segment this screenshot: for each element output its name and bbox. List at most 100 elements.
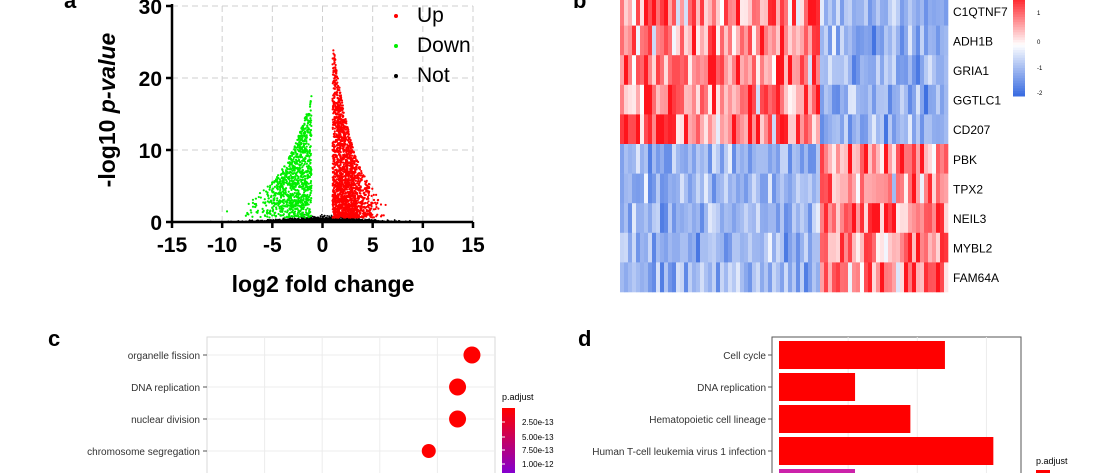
heatmap-cell bbox=[880, 114, 885, 145]
heatmap-cell bbox=[932, 55, 937, 86]
heatmap-cell bbox=[868, 0, 873, 26]
heatmap-cell bbox=[940, 144, 945, 174]
heatmap-cell bbox=[924, 0, 929, 26]
heatmap-cell bbox=[888, 55, 893, 86]
volcano-point-down bbox=[292, 167, 295, 170]
heatmap-cell bbox=[852, 144, 857, 174]
heatmap-cell bbox=[908, 55, 913, 86]
heatmap-cell bbox=[860, 114, 865, 145]
volcano-point-up bbox=[332, 104, 335, 107]
heatmap-cell bbox=[804, 0, 809, 26]
volcano-point-up bbox=[333, 76, 337, 79]
heatmap-cell bbox=[648, 0, 653, 26]
heatmap-cell bbox=[656, 25, 661, 56]
heatmap-cell bbox=[676, 0, 681, 26]
volcano-point-down bbox=[282, 190, 285, 193]
heatmap-cell bbox=[860, 55, 865, 86]
volcano-point-not bbox=[329, 218, 332, 221]
volcano-point-down bbox=[307, 165, 311, 168]
volcano-point-up bbox=[366, 201, 369, 205]
volcano-point-down bbox=[262, 189, 265, 192]
heatmap-cell bbox=[856, 203, 861, 234]
heatmap-cell bbox=[680, 55, 685, 86]
volcano-point-down bbox=[266, 194, 270, 198]
volcano-point-down bbox=[281, 187, 285, 190]
volcano-point-up bbox=[335, 69, 338, 72]
heatmap-cell bbox=[692, 203, 697, 234]
heatmap-cell bbox=[908, 84, 913, 115]
heatmap-cell bbox=[820, 173, 825, 204]
heatmap-cell bbox=[636, 55, 641, 86]
heatmap-cell bbox=[904, 144, 909, 174]
heatmap-cell bbox=[816, 114, 821, 145]
volcano-point-up bbox=[336, 182, 340, 185]
heatmap-cell bbox=[736, 55, 741, 86]
heatmap-cell bbox=[768, 55, 773, 86]
volcano-point-not bbox=[321, 216, 324, 219]
volcano-point-down bbox=[285, 200, 288, 204]
volcano-point-up bbox=[341, 167, 344, 170]
heatmap-cell bbox=[920, 84, 925, 115]
volcano-point-down bbox=[291, 187, 294, 190]
heatmap-cell bbox=[760, 25, 765, 56]
heatmap-cell bbox=[744, 144, 749, 174]
volcano-point-down bbox=[310, 124, 313, 128]
volcano-point-up bbox=[342, 209, 345, 212]
volcano-point-up bbox=[338, 152, 341, 155]
volcano-point-down bbox=[292, 185, 295, 188]
volcano-point-up bbox=[336, 190, 339, 193]
heatmap-cell bbox=[700, 25, 705, 56]
volcano-point-down bbox=[290, 207, 293, 210]
volcano-point-up bbox=[347, 132, 350, 135]
heatmap-cell bbox=[792, 25, 797, 56]
volcano-point-down bbox=[303, 130, 306, 133]
heatmap-cell bbox=[908, 0, 913, 26]
volcano-point-down bbox=[282, 183, 285, 186]
volcano-point-down bbox=[294, 200, 297, 203]
volcano-point-up bbox=[358, 201, 362, 204]
heatmap-cell bbox=[912, 173, 917, 204]
volcano-point-down bbox=[298, 160, 301, 163]
volcano-point-down bbox=[281, 210, 284, 213]
heatmap-cell bbox=[828, 114, 833, 145]
heatmap-cell bbox=[908, 173, 913, 204]
volcano-point-up bbox=[344, 125, 347, 128]
volcano-point-up bbox=[362, 215, 365, 218]
heatmap-cell bbox=[788, 25, 793, 56]
heatmap-cell bbox=[880, 25, 885, 56]
volcano-point-up bbox=[355, 182, 359, 185]
volcano-point-down bbox=[283, 216, 286, 219]
volcano-point-up bbox=[350, 203, 353, 206]
heatmap-cell bbox=[724, 0, 729, 26]
heatmap-cell bbox=[900, 114, 905, 145]
volcano-point-down bbox=[277, 212, 280, 216]
heatmap-cell bbox=[864, 55, 869, 86]
volcano-point-down bbox=[274, 178, 278, 181]
volcano-point-up bbox=[334, 101, 337, 104]
volcano-point-down bbox=[301, 181, 304, 185]
volcano-point-up bbox=[360, 172, 363, 175]
heatmap-cell bbox=[784, 55, 789, 86]
volcano-point-up bbox=[341, 107, 345, 110]
volcano-point-up bbox=[372, 198, 376, 202]
volcano-x-axis-label: log2 fold change bbox=[232, 271, 415, 297]
heatmap-cell bbox=[756, 203, 761, 234]
heatmap-cell bbox=[888, 144, 893, 174]
heatmap-cell bbox=[836, 55, 841, 86]
volcano-point-not bbox=[314, 217, 317, 219]
volcano-point-down bbox=[290, 188, 293, 192]
volcano-point-up bbox=[353, 160, 356, 163]
heatmap-cell bbox=[800, 84, 805, 115]
heatmap-cell bbox=[732, 0, 737, 26]
volcano-point-down bbox=[309, 199, 312, 202]
volcano-point-not bbox=[304, 218, 307, 221]
volcano-point-down bbox=[271, 214, 274, 217]
heatmap-cell bbox=[908, 203, 913, 234]
volcano-point-up bbox=[335, 86, 339, 89]
volcano-point-up bbox=[352, 179, 355, 183]
volcano-point-up bbox=[346, 170, 349, 174]
heatmap-cell bbox=[768, 144, 773, 174]
heatmap-cell bbox=[824, 144, 829, 174]
volcano-point-up bbox=[341, 188, 344, 191]
heatmap-cell bbox=[788, 144, 793, 174]
